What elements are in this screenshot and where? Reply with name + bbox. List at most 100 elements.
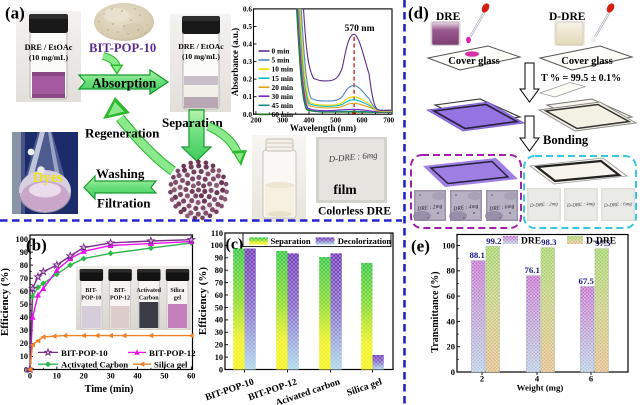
svg-text:40: 40 [133,372,141,381]
svg-text:70: 70 [20,274,28,283]
svg-text:0: 0 [24,365,28,374]
svg-text:570 nm: 570 nm [345,24,375,34]
svg-text:70: 70 [215,278,223,287]
svg-text:Silica: Silica [170,288,184,294]
svg-text:Filtration: Filtration [97,196,151,211]
svg-text:30: 30 [215,328,223,337]
svg-text:0.4: 0.4 [243,40,252,49]
svg-text:Carbon: Carbon [139,296,159,302]
svg-text:2: 2 [480,374,484,384]
svg-text:80: 80 [20,261,28,270]
svg-text:Absorbance (a.u.): Absorbance (a.u.) [230,28,240,96]
svg-text:67.5: 67.5 [578,276,594,286]
svg-text:D-DRE: D-DRE [549,11,586,23]
svg-text:0.1: 0.1 [243,92,252,101]
svg-text:0 min: 0 min [272,47,290,56]
svg-text:50: 50 [215,303,223,312]
svg-text:0: 0 [219,365,223,374]
svg-text:Transmittance (%): Transmittance (%) [430,271,441,352]
svg-text:(d): (d) [408,4,429,23]
svg-text:Separation: Separation [271,236,311,246]
svg-text:10 min: 10 min [272,65,294,74]
svg-text:Absorption: Absorption [92,76,157,91]
svg-text:0.2: 0.2 [243,75,252,84]
svg-text:film: film [333,182,357,197]
svg-text:50: 50 [20,300,28,309]
svg-text:200: 200 [250,116,261,125]
svg-text:20: 20 [20,339,28,348]
svg-text:DRE: DRE [521,237,541,247]
svg-text:500: 500 [330,116,341,125]
svg-text:Colorless DRE: Colorless DRE [318,205,391,218]
svg-text:700: 700 [383,116,394,125]
svg-text:DRE / EtOAc: DRE / EtOAc [178,42,224,51]
svg-text:15 min: 15 min [272,74,294,83]
svg-text:Efficiency (%): Efficiency (%) [0,268,11,336]
svg-text:0.0: 0.0 [243,110,252,119]
svg-text:Silica gel: Silica gel [154,360,188,370]
svg-text:Washing: Washing [96,166,145,181]
svg-text:DRE : 4mg: DRE : 4mg [452,203,479,212]
svg-text:30: 30 [20,326,28,335]
svg-text:100: 100 [16,235,28,244]
svg-text:D-DRE: D-DRE [586,237,616,247]
svg-text:20: 20 [80,372,88,381]
svg-text:Bonding: Bonding [543,133,589,147]
svg-text:BIT-POP-10: BIT-POP-10 [89,41,156,55]
svg-text:0: 0 [451,367,455,377]
svg-text:Cover glass: Cover glass [448,56,499,67]
svg-text:97.5: 97.5 [595,238,611,248]
svg-text:Silica gel: Silica gel [345,376,383,398]
svg-text:30 min: 30 min [272,92,294,101]
svg-text:DRE : 6mg: DRE : 6mg [488,203,515,212]
svg-text:Weight (mg): Weight (mg) [517,383,564,393]
svg-text:(10 mg/mL): (10 mg/mL) [182,52,220,61]
svg-text:99.2: 99.2 [486,236,502,246]
svg-text:BIT-: BIT- [114,288,126,294]
svg-text:100: 100 [442,240,455,250]
svg-text:DRE: DRE [436,11,461,23]
svg-text:(e): (e) [411,237,430,256]
svg-text:90: 90 [20,248,28,257]
svg-text:0.6: 0.6 [243,5,252,14]
svg-text:Dyes: Dyes [33,170,63,186]
svg-text:60 min: 60 min [272,110,294,119]
svg-text:DRE / EtOAc: DRE / EtOAc [25,43,73,52]
svg-text:100: 100 [211,241,223,250]
svg-text:5 min: 5 min [272,56,290,65]
svg-text:(b): (b) [26,236,47,255]
svg-text:BIT-POP-10: BIT-POP-10 [61,348,108,358]
svg-text:gel: gel [174,296,182,302]
svg-text:Activated: Activated [136,288,161,294]
svg-text:60: 60 [215,291,223,300]
svg-text:20: 20 [447,342,456,352]
svg-text:400: 400 [304,116,315,125]
svg-text:20 min: 20 min [272,83,294,92]
svg-text:40: 40 [447,316,456,326]
svg-text:300: 300 [277,116,288,125]
svg-text:Wavelength (nm): Wavelength (nm) [290,123,356,133]
svg-text:45 min: 45 min [272,101,294,110]
svg-text:(10 mg/mL): (10 mg/mL) [29,53,69,62]
svg-text:BIT-POP-10: BIT-POP-10 [204,376,256,403]
svg-text:30: 30 [106,372,114,381]
svg-text:(a): (a) [5,4,25,23]
svg-text:T % = 99.5 ± 0.1%: T % = 99.5 ± 0.1% [541,73,621,84]
svg-text:DRE : 2mg: DRE : 2mg [416,203,443,212]
svg-text:110: 110 [211,229,223,238]
svg-text:POP-10: POP-10 [81,296,101,302]
svg-text:60: 60 [447,291,456,301]
svg-text:90: 90 [215,254,223,263]
svg-text:0: 0 [28,372,32,381]
svg-text:80: 80 [215,266,223,275]
svg-text:Cover glass: Cover glass [561,56,612,67]
svg-text:D-DRE : 6mg: D-DRE : 6mg [327,150,378,164]
svg-text:BIT-: BIT- [85,288,97,294]
svg-text:60: 60 [187,372,195,381]
svg-text:D-DRE : 6mg: D-DRE : 6mg [603,202,633,209]
svg-text:BIT-POP-12: BIT-POP-12 [149,348,196,358]
svg-text:20: 20 [215,341,223,350]
svg-text:10: 10 [20,352,28,361]
svg-text:40: 40 [215,316,223,325]
svg-text:40: 40 [20,313,28,322]
